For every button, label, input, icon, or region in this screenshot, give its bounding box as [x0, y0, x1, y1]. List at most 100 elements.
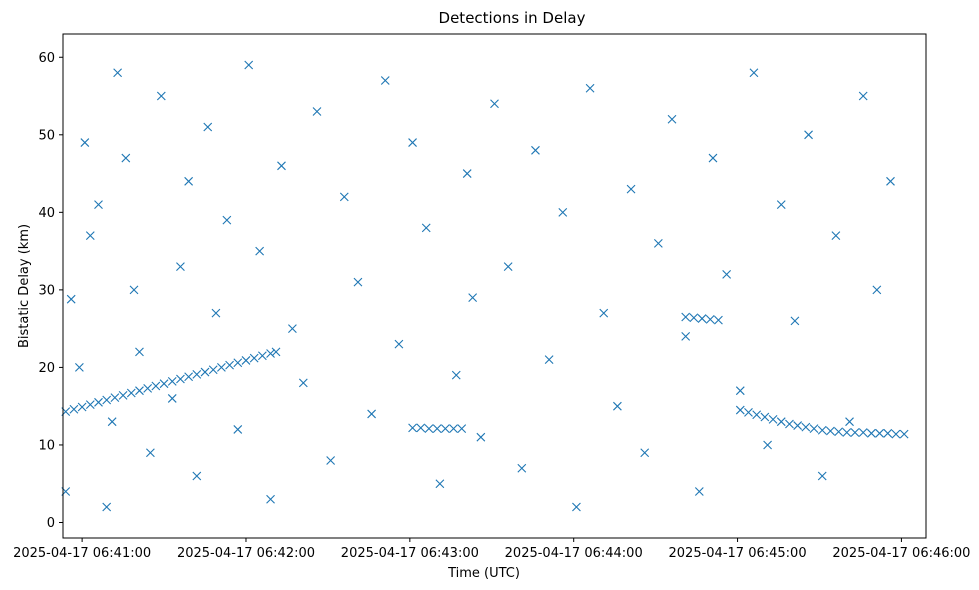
data-point: [801, 422, 811, 432]
data-point: [241, 356, 251, 365]
data-point: [156, 91, 166, 101]
data-point: [217, 363, 226, 372]
data-point: [416, 423, 426, 433]
data-point: [440, 424, 450, 434]
data-point: [653, 238, 663, 248]
plot-frame: [62, 33, 927, 539]
data-point: [883, 428, 893, 438]
data-point: [225, 360, 234, 370]
data-point: [94, 200, 103, 209]
data-points: [61, 60, 909, 512]
data-point: [809, 424, 819, 434]
data-point: [298, 378, 308, 388]
data-point: [599, 308, 609, 318]
data-point: [866, 428, 876, 438]
data-point: [394, 339, 404, 349]
y-tick-label: 60: [38, 51, 55, 66]
data-point: [850, 428, 860, 437]
data-point: [176, 374, 185, 384]
y-tick-label: 30: [38, 283, 55, 298]
data-point: [66, 294, 76, 304]
data-point: [424, 424, 434, 434]
data-point: [208, 365, 218, 375]
data-point: [80, 138, 90, 147]
data-point: [167, 376, 177, 386]
data-point: [151, 381, 161, 391]
data-point: [339, 192, 349, 202]
x-axis: 2025-04-17 06:41:00 2025-04-17 06:42:00 20…: [13, 538, 970, 561]
data-point: [85, 400, 95, 410]
data-point: [167, 394, 177, 403]
data-point: [517, 463, 527, 473]
data-point: [735, 405, 745, 415]
data-point: [432, 424, 442, 434]
x-axis-label: Time (UTC): [447, 566, 520, 581]
data-point: [768, 414, 778, 424]
data-point: [277, 161, 286, 171]
data-point: [845, 417, 854, 427]
data-point: [421, 223, 431, 233]
data-point: [640, 448, 650, 458]
data-point: [585, 83, 595, 93]
data-point: [94, 397, 103, 407]
data-point: [490, 99, 499, 109]
data-point: [135, 386, 144, 396]
data-point: [449, 424, 458, 434]
data-point: [891, 429, 901, 439]
data-point: [222, 215, 232, 225]
data-point: [110, 393, 120, 403]
data-point: [353, 277, 363, 287]
data-point: [804, 130, 813, 140]
data-point: [102, 502, 112, 512]
data-point: [785, 419, 794, 429]
x-tick-label: 2025-04-17 06:44:00: [505, 546, 643, 561]
data-point: [367, 409, 376, 419]
data-point: [468, 293, 478, 303]
data-point: [192, 471, 202, 481]
data-point: [531, 145, 540, 155]
chart-title: Detections in Delay: [439, 9, 586, 27]
data-point: [77, 402, 87, 412]
data-point: [126, 388, 136, 398]
data-point: [842, 428, 852, 437]
y-axis-label: Bistatic Delay (km): [17, 224, 32, 348]
data-point: [858, 428, 868, 437]
data-point: [85, 231, 95, 240]
data-point: [886, 176, 895, 186]
data-point: [626, 184, 636, 194]
y-tick-label: 40: [38, 206, 55, 221]
data-point: [503, 262, 513, 272]
y-tick-label: 20: [38, 361, 55, 376]
data-point: [776, 417, 786, 427]
data-point: [834, 427, 843, 437]
data-point: [118, 390, 128, 400]
data-point: [233, 358, 243, 368]
y-tick-label: 0: [47, 516, 55, 531]
data-point: [872, 285, 882, 295]
data-point: [752, 410, 762, 420]
data-point: [102, 395, 112, 405]
data-point: [380, 76, 390, 85]
data-point: [203, 122, 213, 132]
data-point: [74, 363, 84, 372]
data-point: [714, 315, 723, 325]
data-point: [744, 407, 753, 417]
x-tick-label: 2025-04-17 06:46:00: [832, 546, 970, 561]
data-point: [408, 423, 417, 433]
data-point: [875, 428, 884, 438]
data-point: [858, 91, 868, 101]
data-point: [266, 349, 275, 358]
data-point: [143, 383, 153, 393]
data-point: [572, 502, 581, 512]
data-point: [793, 421, 803, 430]
data-point: [69, 404, 79, 414]
data-point: [544, 355, 554, 365]
data-point: [326, 456, 336, 465]
data-point: [697, 314, 707, 323]
x-tick-label: 2025-04-17 06:41:00: [13, 546, 151, 561]
data-point: [255, 246, 265, 256]
data-point: [451, 370, 461, 380]
data-point: [817, 471, 827, 481]
y-tick-label: 50: [38, 128, 55, 143]
